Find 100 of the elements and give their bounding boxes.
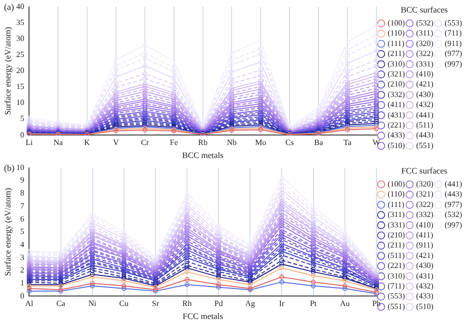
legend-label: (320): [416, 38, 434, 48]
legend-label: (911): [444, 38, 462, 48]
legend-label: (433): [416, 292, 434, 301]
legend-label: (421): [416, 250, 434, 260]
y-tick-label: 30: [16, 34, 24, 43]
y-tick-label: 6: [20, 214, 24, 224]
legend-label: (532): [444, 210, 462, 220]
legend-label: (320): [416, 179, 434, 188]
legend-label: (510): [388, 140, 406, 150]
x-tick-label: Cu: [119, 299, 129, 308]
x-tick-label: Fe: [170, 138, 178, 148]
legend-label: (332): [388, 90, 406, 99]
legend-label: (553): [444, 18, 462, 28]
legend-label: (321): [416, 190, 434, 199]
legend-label: (511): [416, 120, 434, 130]
x-tick-label: W: [372, 138, 381, 148]
legend-label: (441): [444, 179, 462, 188]
x-tick-label: Ir: [279, 299, 285, 308]
legend-label: (431): [416, 271, 434, 280]
x-tick-label: Pd: [214, 299, 223, 308]
legend-label: (511): [388, 250, 405, 260]
y-tick-label: 1: [20, 278, 24, 288]
y-axis-title: Surface energy (eV/atom): [2, 26, 12, 116]
legend-label: (221): [388, 120, 406, 130]
y-tick-label: 40: [16, 2, 24, 11]
legend-label: (110): [388, 28, 405, 38]
y-tick-label: 15: [16, 82, 24, 92]
legend-label: (211): [388, 240, 405, 250]
x-tick-label: Rb: [198, 138, 208, 148]
legend-label: (432): [416, 100, 434, 110]
legend-label: (321): [388, 69, 406, 78]
y-tick-label: 10: [16, 98, 24, 108]
legend-title: FCC surfaces: [401, 165, 448, 176]
y-tick-label: 2: [20, 266, 24, 275]
legend-label: (430): [416, 90, 434, 99]
y-tick-label: 4: [20, 240, 24, 249]
legend-label: (311): [416, 28, 434, 38]
x-tick-label: K: [84, 138, 90, 148]
legend-label: (711): [388, 281, 405, 290]
x-tick-label: Cs: [285, 138, 294, 148]
legend-label: (410): [416, 69, 434, 78]
x-tick-label: Ca: [56, 299, 66, 308]
x-tick-label: Na: [53, 138, 64, 148]
x-axis-title: BCC metals: [182, 150, 224, 160]
legend-label: (551): [416, 140, 434, 150]
x-tick-label: Nb: [226, 138, 237, 148]
legend-label: (221): [388, 261, 406, 270]
legend-label: (911): [416, 240, 434, 250]
x-tick-label: Pt: [310, 299, 318, 308]
legend-label: (977): [444, 200, 462, 209]
legend-label: (210): [388, 230, 406, 240]
legend-label: (310): [388, 59, 406, 68]
x-tick-label: V: [113, 138, 120, 148]
chart-title: (a): [4, 2, 14, 12]
x-tick-label: Ag: [245, 299, 256, 308]
legend-label: (411): [388, 100, 405, 110]
x-tick-label: Sr: [152, 299, 160, 308]
y-tick-label: 5: [20, 114, 24, 124]
chart-title: (b): [4, 162, 14, 173]
legend-label: (553): [388, 292, 406, 301]
legend-label: (977): [444, 49, 462, 58]
x-tick-label: Au: [340, 299, 350, 308]
legend-label: (211): [388, 49, 405, 58]
x-tick-label: Al: [25, 299, 34, 308]
y-tick-label: 8: [20, 188, 24, 198]
legend-label: (322): [416, 49, 434, 58]
legend-label: (322): [416, 200, 434, 209]
y-tick-label: 9: [20, 176, 24, 185]
y-tick-label: 25: [16, 50, 24, 60]
legend-label: (551): [388, 302, 406, 311]
legend-title: BCC surfaces: [400, 4, 448, 14]
y-axis-title: Surface energy (eV/atom): [2, 188, 12, 276]
legend-label: (410): [416, 220, 434, 230]
legend-label: (111): [388, 38, 405, 48]
legend-label: (510): [416, 302, 434, 311]
legend-label: (711): [444, 28, 462, 38]
x-tick-label: Mo: [255, 138, 266, 148]
legend-label: (443): [416, 130, 434, 140]
x-tick-label: Rh: [182, 299, 192, 308]
legend-label: (443): [444, 190, 462, 199]
legend-label: (997): [444, 220, 462, 230]
x-tick-label: Ta: [344, 138, 352, 148]
y-tick-label: 3: [20, 252, 24, 262]
legend-label: (430): [416, 261, 434, 270]
y-tick-label: 20: [16, 66, 24, 76]
legend-label: (433): [388, 130, 406, 140]
legend-label: (997): [444, 59, 462, 68]
x-axis-title: FCC metals: [182, 311, 224, 322]
legend-label: (411): [416, 230, 434, 240]
y-tick-label: 7: [20, 201, 24, 210]
x-tick-label: Ba: [314, 138, 324, 148]
y-tick-label: 35: [16, 18, 24, 27]
y-tick-label: 5: [20, 227, 24, 236]
x-tick-label: Cr: [140, 138, 150, 148]
x-tick-label: Pb: [372, 299, 381, 308]
legend-label: (110): [388, 190, 405, 199]
legend-label: (111): [388, 200, 405, 209]
legend-label: (310): [388, 271, 406, 280]
legend-label: (210): [388, 80, 406, 89]
y-tick-label: 0: [20, 130, 24, 140]
